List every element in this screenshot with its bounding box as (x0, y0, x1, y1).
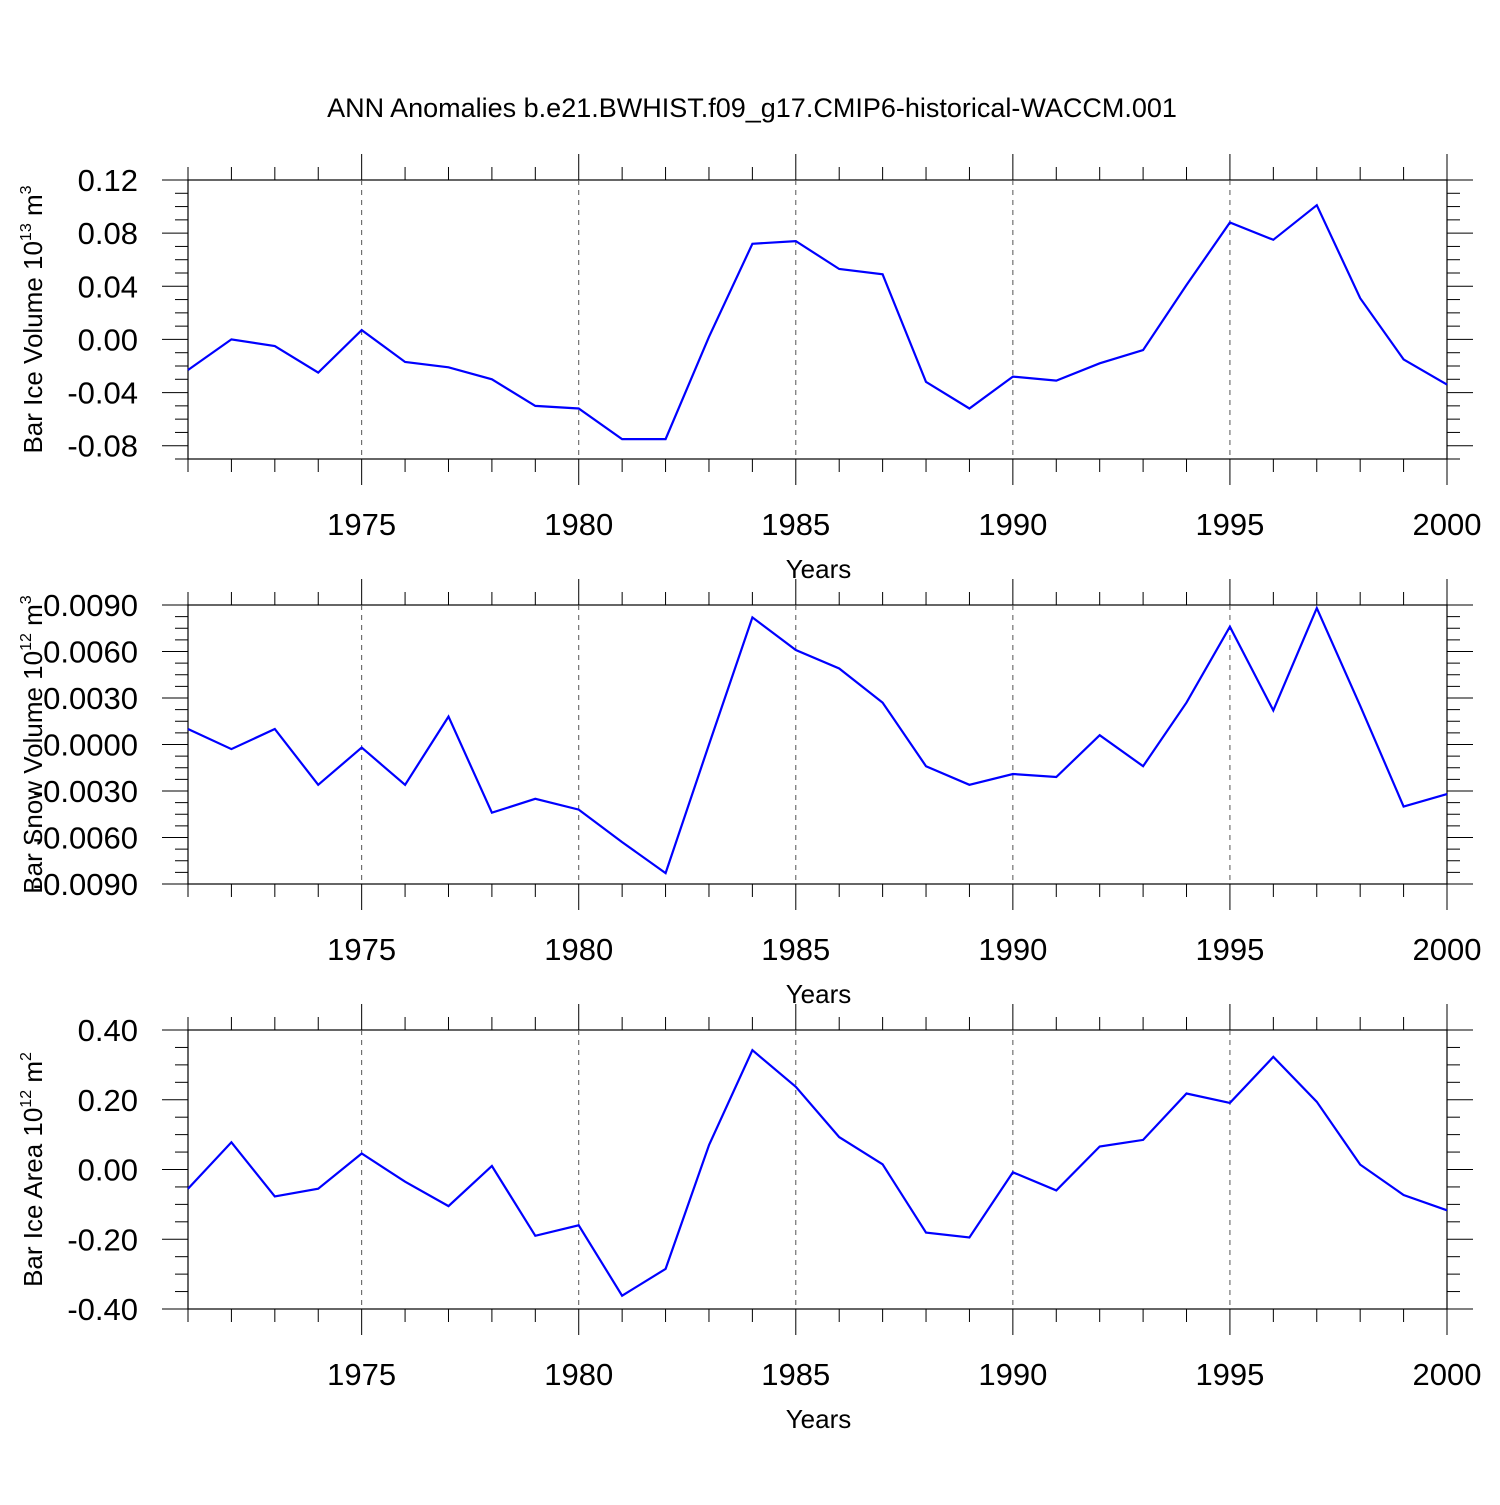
y-tick-label: 0.0060 (43, 635, 138, 670)
y-tick-label: 0.0090 (43, 588, 138, 623)
y-axis-label-superscript: 12 (18, 633, 35, 651)
x-tick-label: 2000 (1413, 507, 1482, 542)
x-tick-label: 1990 (978, 932, 1047, 967)
y-tick-label: -0.0090 (33, 867, 138, 902)
y-tick-label: -0.0030 (33, 774, 138, 809)
x-tick-label: 1975 (327, 932, 396, 967)
x-tick-label: 1980 (544, 1357, 613, 1392)
y-axis-label: Bar Ice Area 1012 m2 (18, 1052, 48, 1287)
x-tick-label: 1990 (978, 1357, 1047, 1392)
x-tick-label: 1990 (978, 507, 1047, 542)
y-axis-label-part: m (18, 1061, 48, 1090)
y-tick-label: -0.40 (67, 1292, 138, 1327)
y-axis-label-part: m (18, 604, 48, 633)
x-tick-label: 2000 (1413, 1357, 1482, 1392)
x-tick-label: 1980 (544, 932, 613, 967)
x-tick-label: 1995 (1195, 1357, 1264, 1392)
series-line (187, 605, 1448, 875)
y-tick-label: -0.04 (67, 376, 138, 411)
y-tick-label: 0.40 (78, 1013, 138, 1048)
y-tick-label: 0.12 (78, 163, 138, 198)
y-tick-label: 0.0000 (43, 728, 138, 763)
y-axis-label: Bar Ice Volume 1013 m3 (18, 185, 48, 453)
x-tick-label: 2000 (1413, 932, 1482, 967)
y-axis-label: Bar Snow Volume 1012 m3 (18, 595, 48, 894)
y-tick-label: -0.0060 (33, 821, 138, 856)
y-axis-label-part: Bar Snow Volume 10 (18, 651, 48, 894)
y-tick-label: 0.0030 (43, 681, 138, 716)
plot-frame (187, 604, 1448, 885)
y-axis-label-part: Bar Ice Volume 10 (18, 241, 48, 453)
x-axis-label: Years (786, 979, 852, 1009)
x-tick-label: 1975 (327, 1357, 396, 1392)
chart-panel-2: -0.0090 -0.0060 -0.0030 0.0000 0.0030 0.0060 0… (18, 579, 1481, 1009)
x-tick-label: 1985 (761, 507, 830, 542)
series-line (187, 203, 1448, 441)
y-axis-label-part: Bar Ice Area 10 (18, 1108, 48, 1287)
y-tick-label: 0.00 (78, 1153, 138, 1188)
x-tick-label: 1995 (1195, 507, 1264, 542)
x-tick-label: 1980 (544, 507, 613, 542)
chart-title: ANN Anomalies b.e21.BWHIST.f09_g17.CMIP6… (327, 93, 1177, 123)
y-tick-label: 0.00 (78, 322, 138, 357)
y-axis-label-superscript: 2 (18, 1052, 35, 1061)
chart-panel-1: -0.08 -0.04 0.00 0.04 0.08 0.12 1975 1980 1985 19… (18, 154, 1481, 584)
chart-panel-3: -0.40 -0.20 0.00 0.20 0.40 1975 1980 1985 1990 19… (18, 1004, 1481, 1434)
plot-frame (187, 179, 1448, 460)
x-tick-label: 1985 (761, 932, 830, 967)
x-tick-label: 1985 (761, 1357, 830, 1392)
x-tick-label: 1975 (327, 507, 396, 542)
y-axis-label-superscript: 12 (18, 1090, 35, 1108)
series-line (187, 1048, 1448, 1298)
y-axis-label-superscript: 3 (18, 185, 35, 194)
y-tick-label: -0.20 (67, 1222, 138, 1257)
y-axis-label-part: m (18, 194, 48, 223)
y-tick-label: 0.08 (78, 216, 138, 251)
y-tick-label: 0.04 (78, 269, 138, 304)
y-axis-label-superscript: 3 (18, 595, 35, 604)
x-axis-label: Years (786, 554, 852, 584)
x-axis-label: Years (786, 1404, 852, 1434)
y-tick-label: -0.08 (67, 429, 138, 464)
x-tick-label: 1995 (1195, 932, 1264, 967)
y-axis-label-superscript: 13 (18, 223, 35, 241)
y-tick-label: 0.20 (78, 1083, 138, 1118)
